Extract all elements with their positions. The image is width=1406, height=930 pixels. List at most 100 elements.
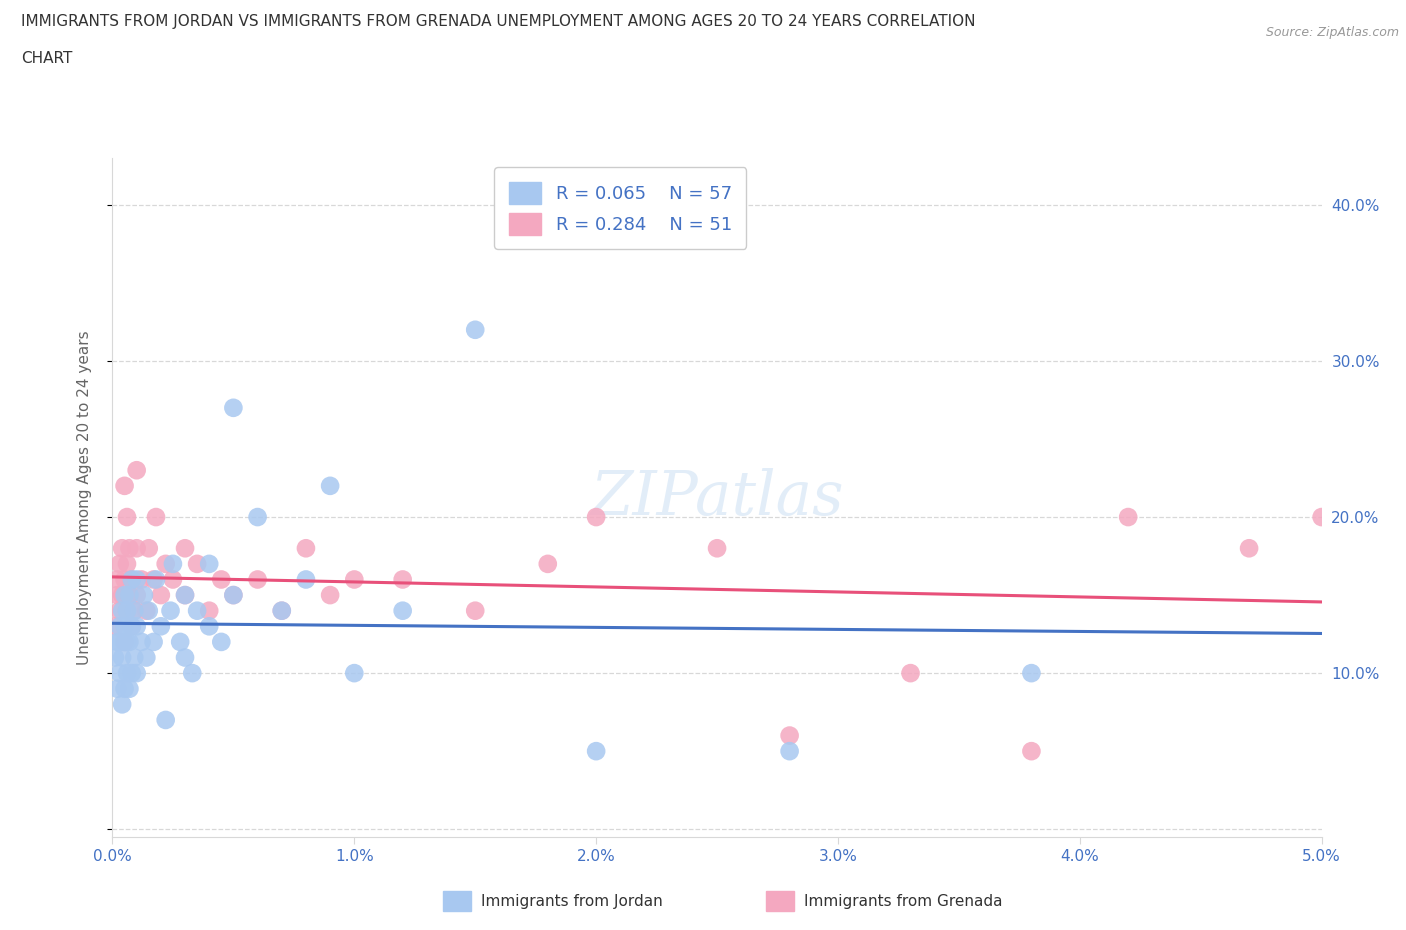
Point — [155, 712, 177, 727]
Point — [142, 572, 165, 587]
Point — [222, 588, 245, 603]
Point — [149, 588, 172, 603]
Point — [900, 666, 922, 681]
Point — [125, 588, 148, 603]
Point — [125, 572, 148, 587]
Text: Immigrants from Grenada: Immigrants from Grenada — [804, 894, 1002, 909]
Point — [108, 618, 131, 633]
Point — [108, 634, 131, 649]
Point — [1310, 510, 1333, 525]
Point — [115, 604, 138, 618]
Point — [585, 744, 607, 759]
Point — [121, 666, 143, 681]
Point — [198, 604, 221, 618]
Point — [125, 463, 148, 478]
Point — [121, 572, 143, 587]
Point — [706, 541, 728, 556]
Point — [295, 572, 318, 587]
Point — [145, 510, 167, 525]
Point — [118, 588, 141, 603]
Point — [186, 604, 208, 618]
Point — [464, 604, 486, 618]
Point — [122, 604, 145, 618]
Point — [115, 556, 138, 571]
Point — [108, 556, 131, 571]
Point — [138, 604, 160, 618]
Point — [135, 650, 157, 665]
Point — [105, 588, 128, 603]
Point — [131, 572, 153, 587]
Point — [1021, 744, 1043, 759]
Point — [131, 634, 153, 649]
Point — [121, 618, 143, 633]
Point — [537, 556, 560, 571]
Text: IMMIGRANTS FROM JORDAN VS IMMIGRANTS FROM GRENADA UNEMPLOYMENT AMONG AGES 20 TO : IMMIGRANTS FROM JORDAN VS IMMIGRANTS FRO… — [21, 14, 976, 29]
Point — [1021, 666, 1043, 681]
Point — [174, 650, 197, 665]
Point — [209, 572, 232, 587]
Point — [181, 666, 204, 681]
Point — [464, 323, 486, 338]
Point — [115, 666, 138, 681]
Point — [125, 666, 148, 681]
Point — [319, 588, 342, 603]
Point — [295, 541, 318, 556]
Point — [246, 572, 269, 587]
Point — [114, 572, 136, 587]
Point — [121, 572, 143, 587]
Point — [115, 604, 138, 618]
Point — [111, 604, 134, 618]
Point — [111, 588, 134, 603]
Point — [105, 682, 128, 697]
Y-axis label: Unemployment Among Ages 20 to 24 years: Unemployment Among Ages 20 to 24 years — [77, 330, 91, 665]
Point — [319, 478, 342, 493]
Point — [343, 666, 366, 681]
Point — [114, 478, 136, 493]
Point — [114, 634, 136, 649]
Point — [343, 572, 366, 587]
Point — [391, 604, 413, 618]
Point — [142, 634, 165, 649]
Point — [114, 682, 136, 697]
Point — [138, 541, 160, 556]
Point — [222, 401, 245, 416]
Point — [125, 541, 148, 556]
Point — [135, 604, 157, 618]
Point — [155, 556, 177, 571]
Point — [118, 541, 141, 556]
Point — [162, 572, 184, 587]
Point — [209, 634, 232, 649]
Point — [104, 650, 127, 665]
Point — [114, 618, 136, 633]
Text: Source: ZipAtlas.com: Source: ZipAtlas.com — [1265, 26, 1399, 39]
Point — [159, 604, 181, 618]
Point — [174, 541, 197, 556]
Point — [162, 556, 184, 571]
Point — [111, 697, 134, 711]
Point — [1116, 510, 1139, 525]
Point — [149, 618, 172, 633]
Point — [270, 604, 292, 618]
Text: CHART: CHART — [21, 51, 73, 66]
Point — [186, 556, 208, 571]
Text: Immigrants from Jordan: Immigrants from Jordan — [481, 894, 662, 909]
Point — [169, 634, 191, 649]
Point — [115, 510, 138, 525]
Point — [198, 618, 221, 633]
Point — [222, 588, 245, 603]
Point — [132, 588, 155, 603]
Point — [122, 604, 145, 618]
Point — [174, 588, 197, 603]
Point — [145, 572, 167, 587]
Point — [198, 556, 221, 571]
Point — [779, 744, 801, 759]
Point — [108, 666, 131, 681]
Legend: R = 0.065    N = 57, R = 0.284    N = 51: R = 0.065 N = 57, R = 0.284 N = 51 — [495, 167, 747, 249]
Point — [118, 634, 141, 649]
Point — [114, 588, 136, 603]
Point — [122, 650, 145, 665]
Point — [104, 618, 127, 633]
Point — [111, 650, 134, 665]
Point — [125, 618, 148, 633]
Point — [121, 618, 143, 633]
